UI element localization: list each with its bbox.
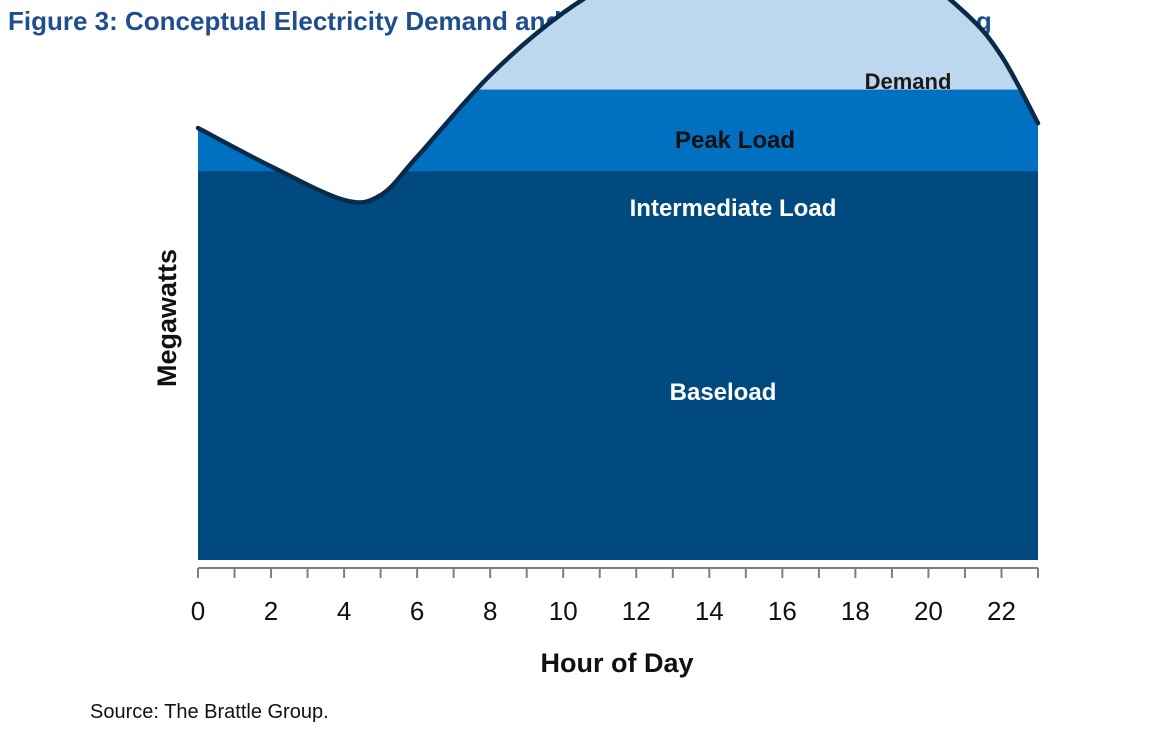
baseload-label: Baseload (670, 379, 777, 406)
source-note: Source: The Brattle Group. (90, 701, 329, 723)
y-axis-title: Megawatts (152, 249, 182, 387)
x-axis: 0 2 4 6 8 10 12 14 16 18 20 22 (191, 567, 1039, 626)
demand-label: Demand (865, 69, 952, 94)
peak-load-label: Peak Load (675, 127, 795, 154)
x-tick-label: 22 (987, 596, 1016, 626)
x-tick-label: 4 (337, 596, 351, 626)
intermediate-load-label: Intermediate Load (630, 195, 837, 222)
demand-line (195, 0, 1041, 205)
x-tick-label: 10 (549, 596, 578, 626)
x-tick-label: 0 (191, 596, 205, 626)
x-tick-label: 8 (483, 596, 497, 626)
x-axis-title: Hour of Day (540, 648, 693, 678)
x-tick-label: 14 (695, 596, 724, 626)
x-tick-label: 2 (264, 596, 278, 626)
x-tick-label: 16 (768, 596, 797, 626)
x-tick-label: 18 (841, 596, 870, 626)
x-tick-label: 20 (914, 596, 943, 626)
chart-labels: Demand Peak Load Intermediate Load Basel… (152, 69, 951, 678)
x-tick-label: 12 (622, 596, 651, 626)
x-tick-label: 6 (410, 596, 424, 626)
baseload-area (198, 171, 1038, 560)
